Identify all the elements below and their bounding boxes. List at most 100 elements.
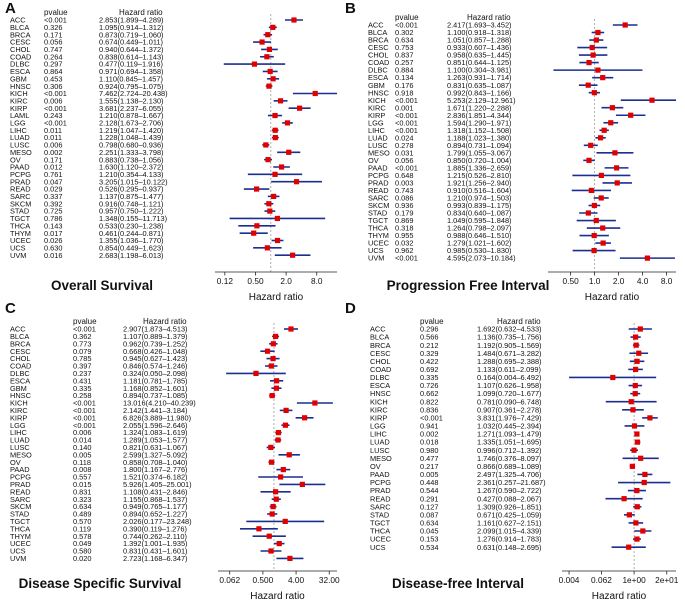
- row-pvalue: 0.864: [44, 67, 63, 76]
- row-hazard-ratio: 1.335(1.051–1.695): [477, 438, 542, 447]
- point-estimate: [634, 358, 640, 364]
- row-pvalue: 0.570: [73, 517, 92, 526]
- row-hazard-ratio: 0.838(0.614–1.143): [99, 52, 164, 61]
- row-pvalue: 0.630: [44, 243, 63, 252]
- panel-title: Progression Free Interval: [387, 278, 550, 293]
- row-hazard-ratio: 0.477(0.119–1.916): [99, 60, 163, 69]
- point-estimate: [590, 52, 596, 58]
- row-label: OV: [370, 462, 381, 471]
- point-estimate: [600, 240, 606, 246]
- row-label: CESC: [10, 347, 31, 356]
- point-estimate: [266, 83, 272, 89]
- row-label: OV: [10, 155, 21, 164]
- row-pvalue: 0.822: [420, 397, 439, 406]
- row-label: DLBC: [370, 373, 390, 382]
- point-estimate: [275, 430, 282, 436]
- x-tick-label: 4.00: [288, 575, 305, 585]
- row-hazard-ratio: 4.595(2.073–10.184): [447, 254, 516, 263]
- point-estimate: [264, 54, 270, 60]
- row-label: THCA: [368, 224, 388, 233]
- row-label: READ: [368, 186, 389, 195]
- row-label: PCPG: [10, 473, 31, 482]
- row-label: LGG: [10, 119, 26, 128]
- point-estimate: [591, 232, 597, 239]
- row-pvalue: 0.329: [420, 349, 439, 358]
- row-label: TGCT: [10, 214, 31, 223]
- point-estimate: [628, 112, 634, 118]
- row-label: SKCM: [368, 201, 389, 210]
- point-estimate: [275, 437, 281, 443]
- row-label: ACC: [10, 325, 26, 334]
- row-hazard-ratio: 0.949(0.765–1.177): [123, 502, 188, 511]
- row-hazard-ratio: 2.907(1.873–4.513): [123, 325, 188, 334]
- row-label: MESO: [10, 148, 32, 157]
- point-estimate: [268, 548, 274, 554]
- row-pvalue: 0.171: [44, 30, 63, 39]
- row-hazard-ratio: 1.484(0.671–3.282): [477, 349, 542, 358]
- row-label: PCPG: [10, 170, 31, 179]
- row-hazard-ratio: 0.996(0.712–1.392): [477, 446, 542, 455]
- row-hazard-ratio: 0.831(0.635–1.087): [447, 81, 512, 90]
- row-label: BLCA: [368, 28, 387, 37]
- row-hazard-ratio: 1.136(0.735–1.756): [477, 333, 542, 342]
- row-hazard-ratio: 0.916(0.748–1.121): [99, 199, 164, 208]
- row-pvalue: 0.448: [420, 478, 439, 487]
- x-tick-label: 2e+01: [655, 575, 679, 585]
- panel-letter: A: [5, 0, 16, 17]
- point-estimate: [274, 237, 281, 244]
- row-hazard-ratio: 0.883(0.738–1.056): [99, 155, 164, 164]
- row-hazard-ratio: 0.858(0.708–1.040): [123, 458, 188, 467]
- point-estimate: [632, 382, 638, 389]
- row-pvalue: 0.045: [420, 527, 439, 536]
- row-label: CHOL: [10, 354, 31, 363]
- row-label: THYM: [368, 231, 389, 240]
- x-tick-label: 0.004: [559, 575, 580, 585]
- point-estimate: [272, 489, 279, 495]
- row-hazard-ratio: 1.161(0.627–2.151): [477, 519, 542, 528]
- row-pvalue: 0.634: [395, 36, 414, 45]
- row-hazard-ratio: 1.264(0.798–2.097): [447, 224, 512, 233]
- x-tick-label: 0.500: [253, 575, 274, 585]
- row-pvalue: <0.001: [73, 413, 96, 422]
- point-estimate: [609, 105, 615, 111]
- point-estimate: [634, 439, 641, 445]
- row-hazard-ratio: 0.834(0.640–1.087): [447, 209, 512, 218]
- point-estimate: [636, 350, 642, 356]
- row-pvalue: 0.397: [73, 362, 92, 371]
- row-pvalue: 0.634: [73, 502, 92, 511]
- row-pvalue: 0.008: [73, 465, 92, 474]
- row-label: BLCA: [10, 23, 29, 32]
- row-pvalue: 0.302: [395, 28, 414, 37]
- row-label: COAD: [10, 362, 31, 371]
- point-estimate: [269, 393, 275, 399]
- row-label: ESCA: [368, 73, 388, 82]
- row-pvalue: <0.001: [73, 399, 96, 408]
- row-hazard-ratio: 1.210(0.354–4.133): [99, 170, 164, 179]
- row-pvalue: 0.980: [420, 446, 439, 455]
- row-label: STAD: [370, 510, 389, 519]
- point-estimate: [598, 195, 604, 201]
- point-estimate: [293, 179, 300, 185]
- row-label: PCPG: [370, 478, 391, 487]
- point-estimate: [626, 544, 632, 550]
- row-label: LIHC: [10, 428, 28, 437]
- row-hazard-ratio: 3.831(1.976–7.429): [477, 413, 542, 422]
- row-label: GBM: [10, 74, 27, 83]
- row-pvalue: 0.056: [44, 38, 63, 47]
- point-estimate: [291, 17, 297, 23]
- row-hazard-ratio: 3.681(2.237–6.055): [99, 104, 164, 113]
- x-tick-label: 1e+00: [622, 575, 646, 585]
- point-estimate: [595, 67, 601, 73]
- row-label: SARC: [370, 502, 391, 511]
- row-pvalue: 0.056: [395, 156, 414, 165]
- point-estimate: [591, 202, 597, 209]
- row-pvalue: 0.297: [44, 60, 63, 69]
- hazard-ratio-header: Hazard ratio: [119, 8, 163, 17]
- row-hazard-ratio: 1.110(0.845–1.457): [99, 74, 163, 83]
- row-hazard-ratio: 3.205(1.015–10.122): [99, 177, 168, 186]
- row-label: SARC: [10, 495, 31, 504]
- row-hazard-ratio: 1.288(0.695–2.388): [477, 357, 542, 366]
- x-tick-label: 2.0: [280, 276, 292, 286]
- row-pvalue: 0.018: [420, 438, 439, 447]
- hazard-ratio-header: Hazard ratio: [467, 13, 511, 22]
